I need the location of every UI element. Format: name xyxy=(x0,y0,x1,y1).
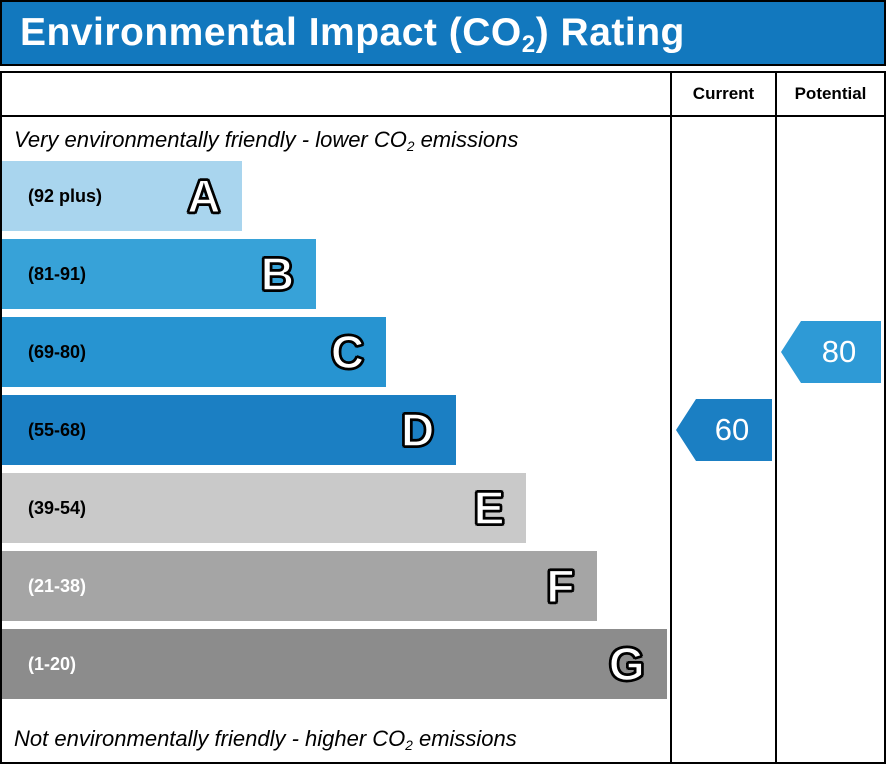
current-rating-value: 60 xyxy=(714,412,750,447)
potential-value-column: 80 xyxy=(775,117,884,762)
band-letter: C xyxy=(330,326,365,378)
potential-rating-arrow: 80 xyxy=(781,321,881,383)
top-note-post: emissions xyxy=(414,127,519,152)
chart-title-subscript: 2 xyxy=(521,30,536,58)
band-row: (69-80) C xyxy=(2,317,387,387)
band-range-label: (92 plus) xyxy=(28,185,103,206)
potential-rating-value: 80 xyxy=(821,334,857,369)
top-note-subscript: 2 xyxy=(406,138,415,154)
chart-title: Environmental Impact (CO2) Rating xyxy=(20,11,685,58)
band-row: (39-54) E xyxy=(2,473,527,543)
band-range-label: (81-91) xyxy=(28,263,87,284)
rating-table: Current Potential Very environmentally f… xyxy=(0,71,886,764)
band-range-label: (1-20) xyxy=(28,653,77,674)
bottom-note-post: emissions xyxy=(412,726,517,751)
chart-header: Environmental Impact (CO2) Rating xyxy=(0,0,886,66)
band-letter: D xyxy=(400,404,435,456)
band-letter: G xyxy=(608,638,645,690)
top-note-pre: Very environmentally friendly - lower CO xyxy=(14,127,407,152)
top-note: Very environmentally friendly - lower CO… xyxy=(2,117,670,161)
bottom-note-subscript: 2 xyxy=(405,737,413,753)
current-rating-arrow: 60 xyxy=(676,399,772,461)
band-letter: B xyxy=(260,248,295,300)
band-row: (21-38) F xyxy=(2,551,597,621)
band-range-label: (21-38) xyxy=(28,575,87,596)
band-chart-column: Very environmentally friendly - lower CO… xyxy=(2,117,670,762)
table-corner-cell xyxy=(2,73,670,117)
band-row: (1-20) G xyxy=(2,629,667,699)
chart-title-post: ) Rating xyxy=(535,11,685,54)
band-letter: E xyxy=(473,482,505,534)
potential-column-header: Potential xyxy=(775,73,884,117)
chart-title-pre: Environmental Impact (CO xyxy=(20,11,522,54)
band-row: (55-68) D xyxy=(2,395,457,465)
band-row: (92 plus) A xyxy=(2,161,243,231)
band-range-label: (55-68) xyxy=(28,419,87,440)
band-range-label: (69-80) xyxy=(28,341,87,362)
band-range-label: (39-54) xyxy=(28,497,87,518)
band-letter: A xyxy=(186,170,221,222)
bottom-note-pre: Not environmentally friendly - higher CO xyxy=(14,726,406,751)
current-column-header: Current xyxy=(670,73,775,117)
bottom-note: Not environmentally friendly - higher CO… xyxy=(2,720,670,762)
band-row: (81-91) B xyxy=(2,239,316,309)
current-value-column: 60 xyxy=(670,117,775,762)
band-letter: F xyxy=(546,560,576,612)
